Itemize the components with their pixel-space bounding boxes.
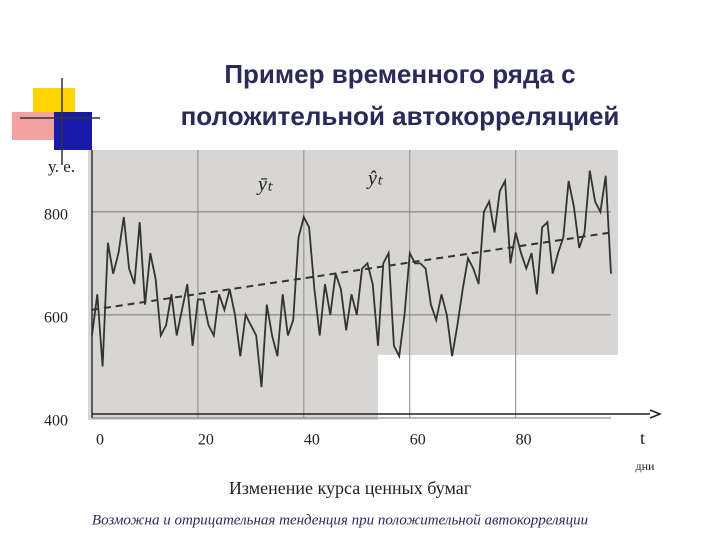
caption: Изменение курса ценных бумаг xyxy=(229,478,471,498)
x-tick-label: 0 xyxy=(96,432,104,449)
deco-square xyxy=(12,112,54,140)
x-axis-label: t xyxy=(640,428,645,448)
x-axis-unit: дни xyxy=(636,459,656,473)
y-tick-label: 800 xyxy=(44,207,68,224)
x-tick-label: 60 xyxy=(410,432,426,449)
note: Возможна и отрицательная тенденция при п… xyxy=(92,512,588,528)
title-line: положительной автокорреляцией xyxy=(181,101,620,131)
series-line xyxy=(91,170,612,388)
x-tick-label: 20 xyxy=(198,432,214,449)
series-label: ŷₜ xyxy=(366,168,384,190)
title-line: Пример временного ряда с xyxy=(224,59,575,89)
series-line xyxy=(91,231,612,311)
x-axis-arrow xyxy=(649,409,663,419)
series-label: ȳₜ xyxy=(256,174,274,196)
y-tick-label: 600 xyxy=(44,310,68,327)
x-tick-label: 80 xyxy=(516,432,532,449)
y-axis-label: у. е. xyxy=(48,157,75,176)
y-tick-label: 400 xyxy=(44,413,68,430)
x-tick-label: 40 xyxy=(304,432,320,449)
